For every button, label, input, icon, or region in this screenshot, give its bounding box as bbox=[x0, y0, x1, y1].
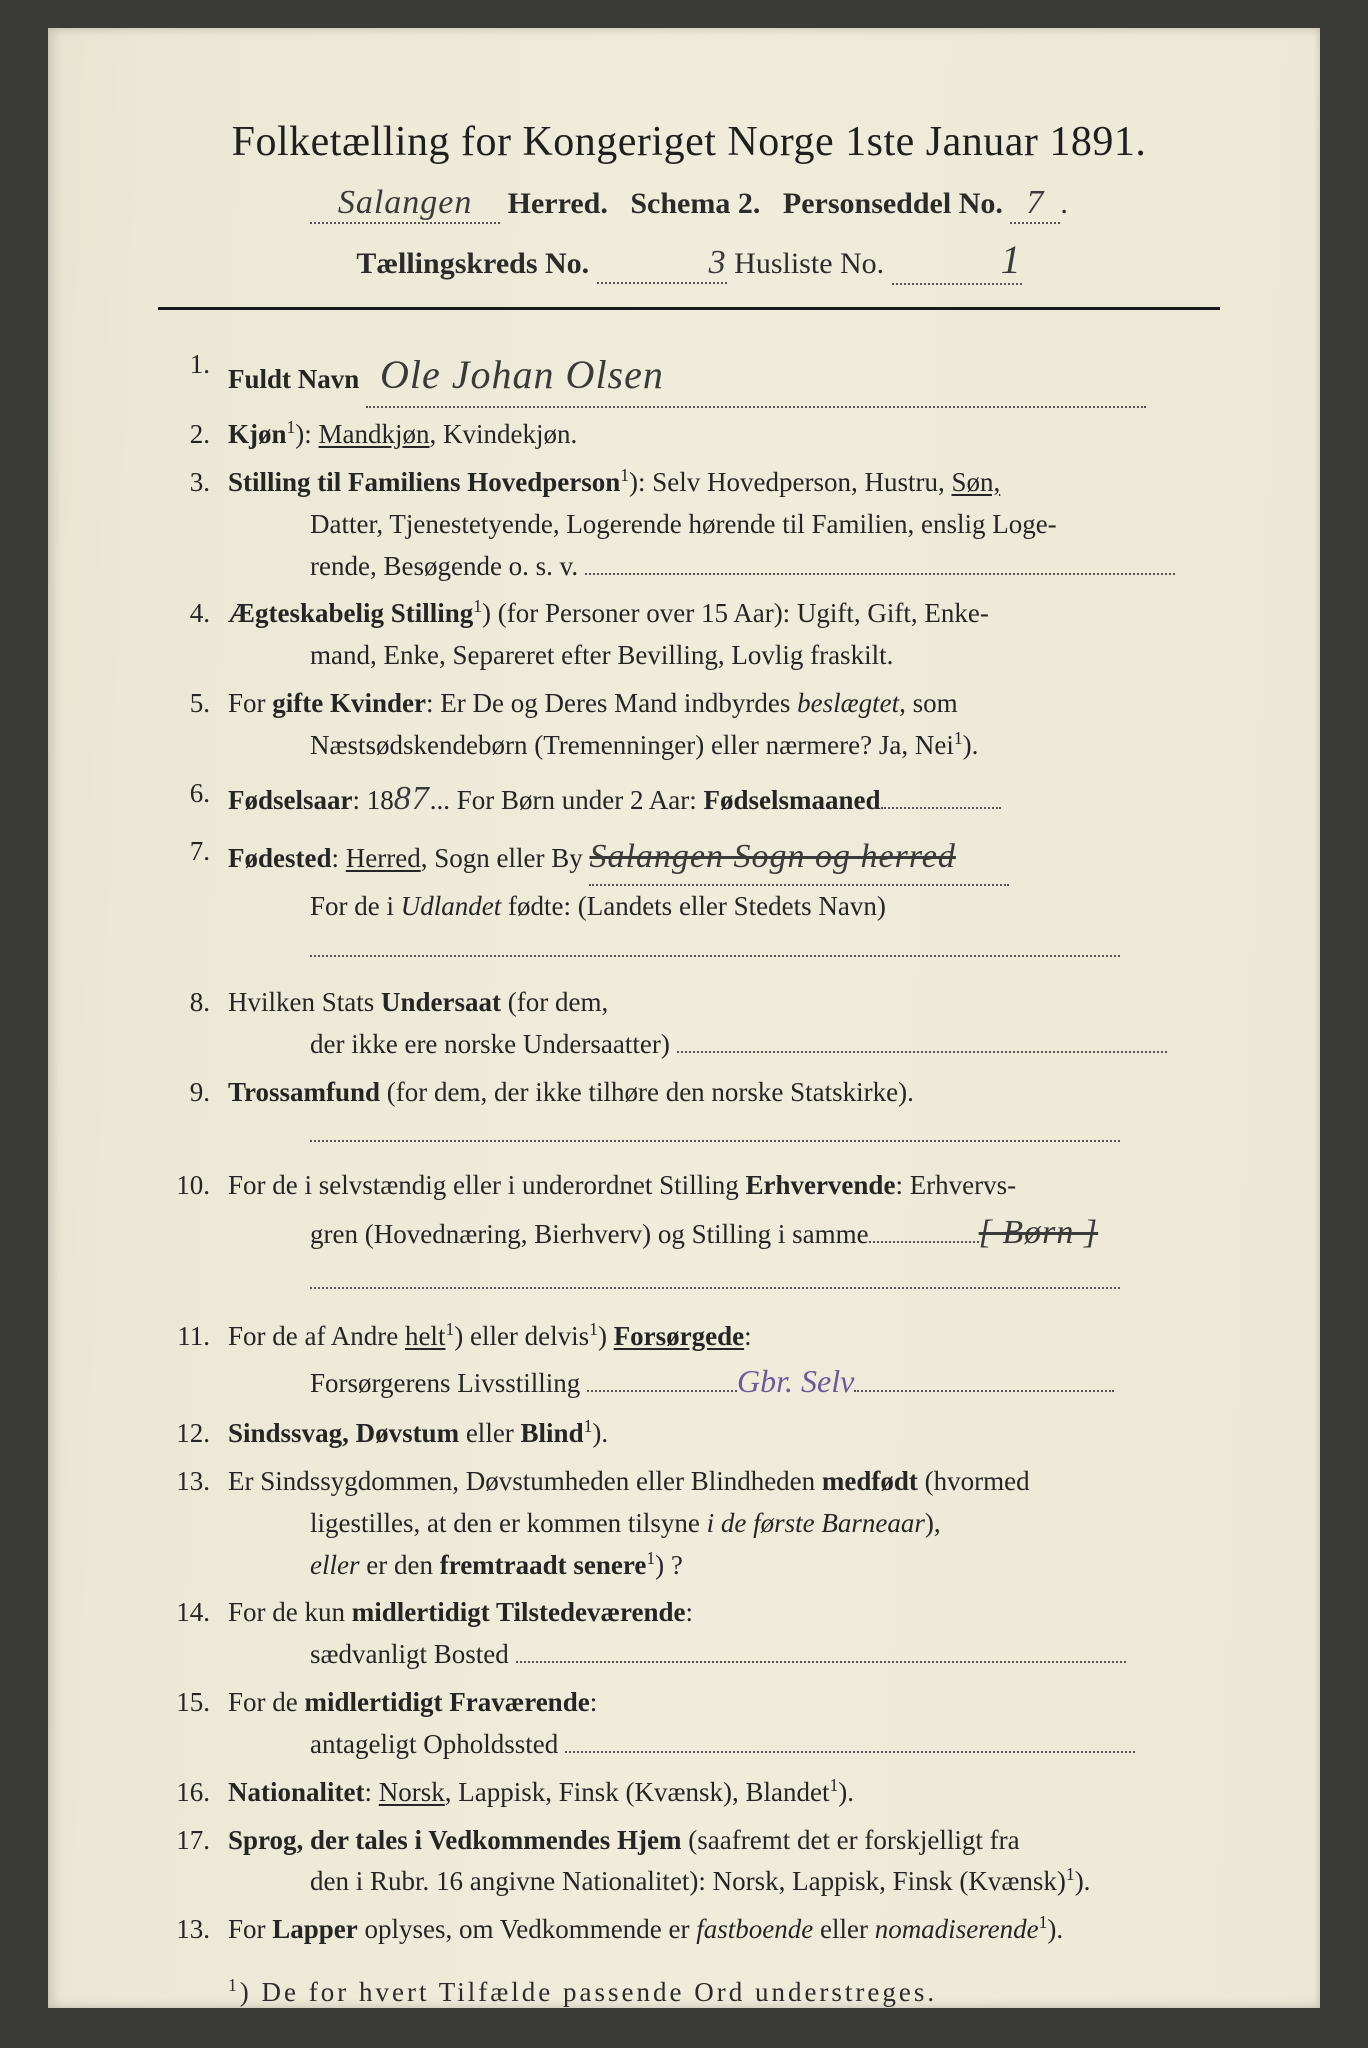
entry-3: 3. Stilling til Familiens Hovedperson1):… bbox=[164, 462, 1220, 588]
entry-6: 6. Fødselsaar: 1887... For Børn under 2 … bbox=[164, 773, 1220, 826]
taellingskreds-no: 3 bbox=[709, 244, 727, 281]
forsorger-hw: Gbr. Selv bbox=[737, 1363, 854, 1399]
entry-10: 10. For de i selvstændig eller i underor… bbox=[164, 1165, 1220, 1301]
entry-9: 9. Trossamfund (for dem, der ikke tilhør… bbox=[164, 1072, 1220, 1156]
entry-4: 4. Ægteskabelig Stilling1) (for Personer… bbox=[164, 593, 1220, 677]
entry-5: 5. For gifte Kvinder: Er De og Deres Man… bbox=[164, 683, 1220, 767]
subtitle-row-2: Tællingskreds No. 3 Husliste No. 1 bbox=[158, 236, 1220, 285]
stilling-selected: Søn, bbox=[952, 467, 1001, 497]
form-title: Folketælling for Kongeriget Norge 1ste J… bbox=[158, 118, 1220, 166]
husliste-no: 1 bbox=[1001, 237, 1022, 282]
subtitle-row-1: Salangen Herred. Schema 2. Personseddel … bbox=[158, 184, 1220, 224]
fodested-hw: Salangen Sogn og herred bbox=[589, 838, 955, 875]
entry-2: 2. Kjøn1): Mandkjøn, Kvindekjøn. bbox=[164, 414, 1220, 456]
personseddel-no: 7 bbox=[1026, 184, 1044, 221]
entry-17: 17. Sprog, der tales i Vedkommendes Hjem… bbox=[164, 1820, 1220, 1904]
fuldt-navn-hw: Ole Johan Olsen bbox=[380, 352, 664, 397]
footnote: 1) De for hvert Tilfælde passende Ord un… bbox=[158, 1975, 1220, 2008]
kjon-selected: Mandkjøn bbox=[319, 419, 430, 449]
nationalitet-selected: Norsk bbox=[379, 1777, 445, 1807]
entry-12: 12. Sindssvag, Døvstum eller Blind1). bbox=[164, 1413, 1220, 1455]
entry-14: 14. For de kun midlertidigt Tilstedevære… bbox=[164, 1592, 1220, 1676]
entry-7: 7. Fødested: Herred, Sogn eller By Salan… bbox=[164, 831, 1220, 969]
entry-8: 8. Hvilken Stats Undersaat (for dem, der… bbox=[164, 982, 1220, 1066]
entry-18: 13. For Lapper oplyses, om Vedkommende e… bbox=[164, 1909, 1220, 1951]
entry-16: 16. Nationalitet: Norsk, Lappisk, Finsk … bbox=[164, 1772, 1220, 1814]
herred-label: Herred. bbox=[508, 187, 608, 220]
husliste-label: Husliste No. bbox=[734, 247, 884, 280]
schema-label: Schema 2. bbox=[630, 187, 760, 220]
entries-list: 1. Fuldt Navn Ole Johan Olsen 2. Kjøn1):… bbox=[158, 344, 1220, 1951]
entry-1: 1. Fuldt Navn Ole Johan Olsen bbox=[164, 344, 1220, 408]
entry-15: 15. For de midlertidigt Fraværende: anta… bbox=[164, 1682, 1220, 1766]
personseddel-label: Personseddel No. bbox=[783, 187, 1003, 220]
herred-handwritten: Salangen bbox=[338, 184, 473, 221]
fodselsaar-hw: 87 bbox=[394, 780, 430, 817]
census-form-paper: Folketælling for Kongeriget Norge 1ste J… bbox=[48, 28, 1320, 2008]
divider bbox=[158, 307, 1220, 310]
entry-13: 13. Er Sindssygdommen, Døvstumheden elle… bbox=[164, 1461, 1220, 1587]
taellingskreds-label: Tællingskreds No. bbox=[356, 247, 589, 280]
entry-11: 11. For de af Andre helt1) eller delvis1… bbox=[164, 1316, 1220, 1407]
erhverv-hw: [ Børn ] bbox=[979, 1214, 1098, 1251]
